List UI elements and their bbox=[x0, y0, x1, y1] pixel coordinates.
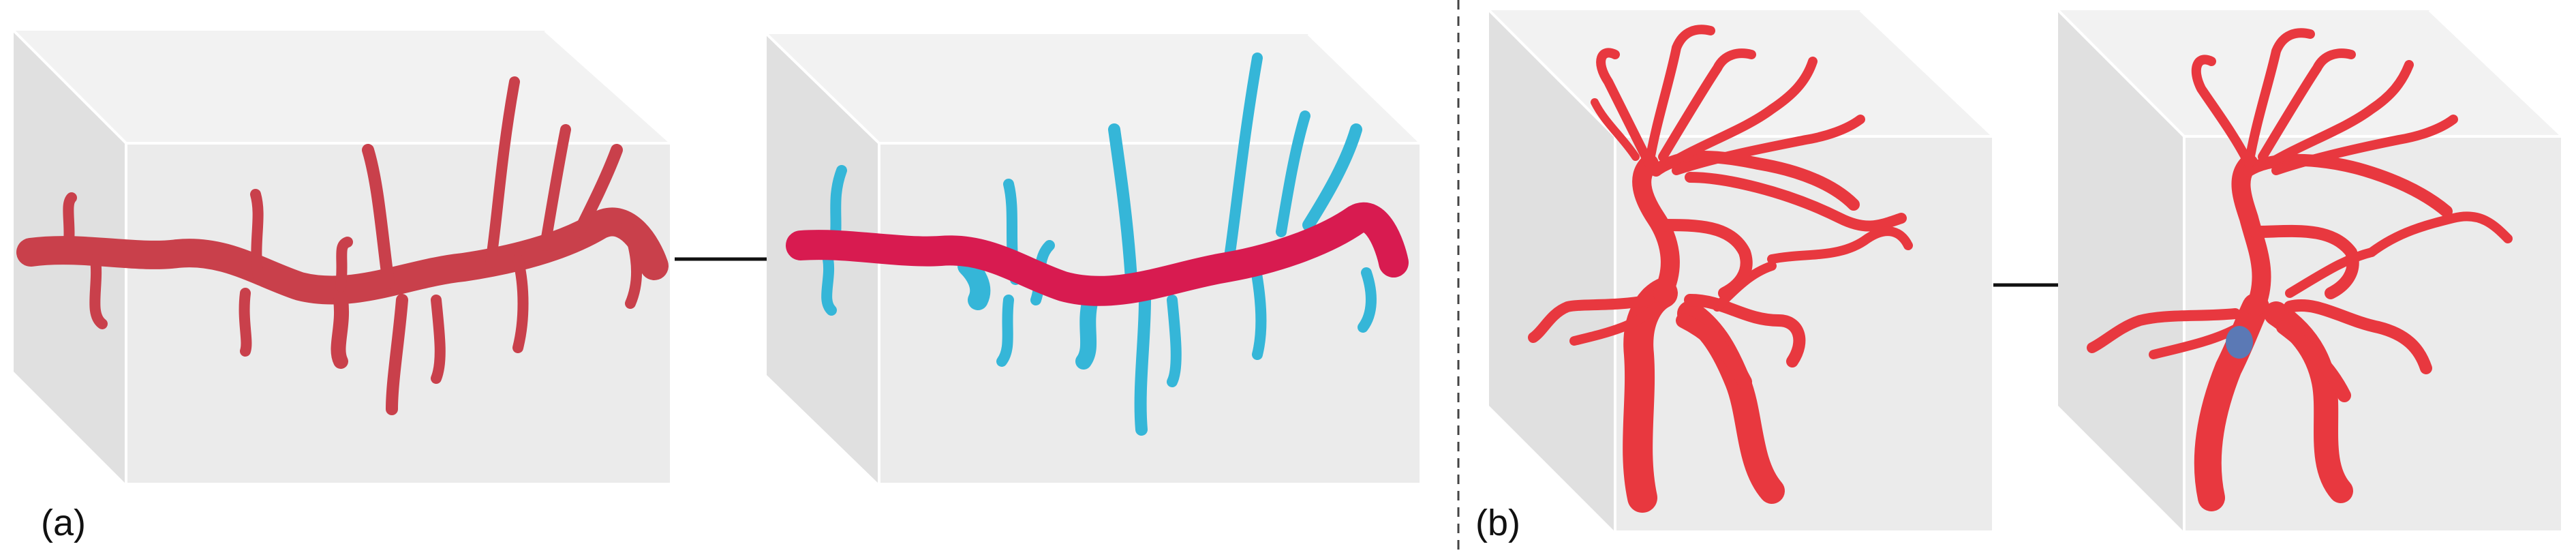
box-edge bbox=[765, 33, 880, 145]
spine bbox=[250, 189, 264, 285]
spine bbox=[239, 288, 252, 357]
spine bbox=[63, 192, 77, 254]
vessel bbox=[1658, 48, 1756, 162]
dendrite-shaft bbox=[786, 202, 1409, 306]
vessel bbox=[1632, 154, 1680, 303]
box-top-face bbox=[14, 31, 671, 143]
vessel-trunk bbox=[2194, 293, 2269, 511]
vessel bbox=[2265, 60, 2414, 168]
spine bbox=[957, 256, 991, 310]
box-edge bbox=[544, 29, 673, 145]
spine bbox=[331, 292, 349, 369]
dendrite-shaft bbox=[16, 207, 669, 305]
aneurysm-marker bbox=[2226, 326, 2253, 359]
spine bbox=[821, 254, 837, 316]
spine bbox=[335, 237, 353, 292]
spine bbox=[431, 295, 446, 384]
vessel bbox=[1767, 226, 1913, 264]
vessel-tree-b1 bbox=[1528, 25, 1913, 513]
box-edge bbox=[1307, 33, 1422, 145]
vessel bbox=[2250, 224, 2359, 299]
spine bbox=[89, 254, 108, 329]
spine bbox=[1302, 123, 1362, 231]
vessel bbox=[2271, 115, 2458, 175]
vessel bbox=[1591, 98, 1640, 161]
box-edge bbox=[1488, 9, 1616, 138]
spine bbox=[1167, 295, 1182, 387]
vessel-tree-b2 bbox=[2087, 28, 2513, 511]
volume-box-a1 bbox=[12, 29, 673, 485]
panel-label-b: (b) bbox=[1475, 502, 1520, 543]
spine bbox=[512, 254, 529, 353]
vessel bbox=[1528, 295, 1655, 343]
vessel bbox=[1665, 57, 1818, 168]
spine bbox=[1075, 292, 1099, 370]
spine bbox=[573, 144, 623, 238]
volume-box-b2 bbox=[2057, 9, 2564, 533]
vessel bbox=[1676, 313, 1752, 389]
box-edge bbox=[1859, 9, 1995, 138]
spine bbox=[622, 220, 643, 309]
vessel bbox=[2258, 48, 2356, 162]
box-side-face bbox=[1489, 10, 1615, 532]
spine-segmentation-a2 bbox=[821, 52, 1377, 436]
spine bbox=[485, 76, 520, 268]
box-edge bbox=[2428, 9, 2564, 138]
vessel bbox=[2285, 247, 2376, 298]
box-side-face bbox=[2058, 10, 2184, 532]
spine bbox=[386, 294, 408, 415]
spine bbox=[996, 295, 1014, 367]
vessel bbox=[2276, 320, 2351, 402]
dendrite-segmentation-a1 bbox=[16, 76, 669, 415]
vessel bbox=[1657, 219, 1753, 299]
vessel bbox=[2087, 308, 2241, 353]
dendrite-segmentation-a2 bbox=[786, 202, 1409, 306]
vessel bbox=[2231, 154, 2271, 316]
box-edge bbox=[12, 29, 127, 145]
spine bbox=[362, 144, 395, 289]
panel-label-a: (a) bbox=[41, 502, 86, 543]
vessel bbox=[1685, 172, 1907, 232]
spine bbox=[1358, 267, 1377, 333]
vessel bbox=[2284, 299, 2432, 374]
spine bbox=[540, 124, 571, 251]
spine bbox=[1276, 110, 1310, 237]
vessel bbox=[1596, 48, 1654, 168]
box-edge bbox=[2057, 9, 2186, 138]
spine bbox=[1225, 52, 1263, 258]
vessel bbox=[2244, 28, 2315, 168]
spine bbox=[1134, 294, 1151, 436]
spine bbox=[1108, 123, 1137, 286]
vessel bbox=[1569, 302, 1661, 346]
vessel bbox=[1644, 25, 1715, 168]
vessel bbox=[2191, 55, 2254, 168]
vessel-trunk bbox=[1623, 278, 1678, 513]
vessel bbox=[2367, 211, 2513, 257]
vessel bbox=[1672, 115, 1865, 175]
box-top-face bbox=[767, 34, 1421, 143]
